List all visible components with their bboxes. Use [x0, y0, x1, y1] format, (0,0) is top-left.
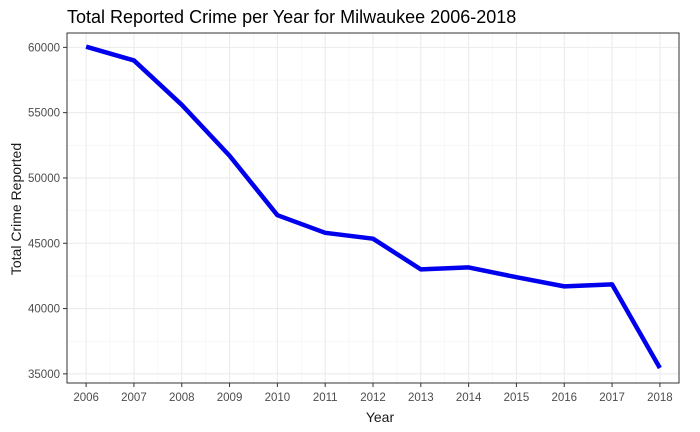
- x-tick-label: 2017: [599, 392, 625, 404]
- x-tick-label: 2010: [265, 392, 291, 404]
- x-tick-label: 2008: [169, 392, 195, 404]
- y-tick-label: 35000: [28, 369, 60, 381]
- gridlines: [67, 33, 679, 383]
- x-tick-label: 2018: [647, 392, 673, 404]
- x-tick-label: 2016: [551, 392, 577, 404]
- x-tick-label: 2014: [456, 392, 482, 404]
- y-axis: 35000 40000 45000 50000 55000 60000: [28, 42, 67, 381]
- x-tick-label: 2007: [121, 392, 147, 404]
- x-tick-label: 2006: [73, 392, 99, 404]
- x-tick-label: 2013: [408, 392, 434, 404]
- y-tick-label: 40000: [28, 304, 60, 316]
- x-tick-label: 2011: [313, 392, 338, 404]
- x-tick-label: 2009: [217, 392, 243, 404]
- y-tick-label: 55000: [28, 108, 60, 120]
- x-tick-label: 2012: [360, 392, 386, 404]
- x-axis: 2006 2007 2008 2009 2010 2011 2012 2013 2014 2015…: [73, 383, 673, 404]
- y-tick-label: 45000: [28, 238, 60, 250]
- series-layer: [85, 44, 662, 370]
- y-tick-label: 50000: [28, 173, 60, 185]
- chart-title: Total Reported Crime per Year for Milwau…: [67, 7, 516, 27]
- x-tick-label: 2015: [504, 392, 530, 404]
- y-axis-title: Total Crime Reported: [8, 143, 24, 275]
- x-axis-title: Year: [366, 409, 395, 425]
- y-tick-label: 60000: [28, 42, 60, 54]
